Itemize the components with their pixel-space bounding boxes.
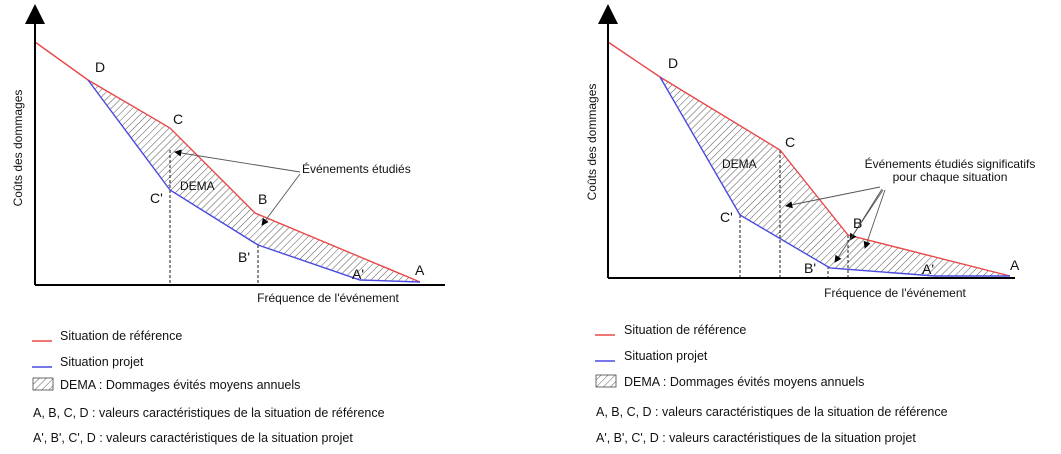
point-label: C: [785, 134, 795, 150]
point-label: D: [668, 55, 678, 71]
project-curve: [87, 79, 421, 283]
legend-note: A, B, C, D : valeurs caractéristiques de…: [33, 406, 385, 420]
x-axis-label: Fréquence de l'événement: [824, 286, 966, 300]
arrow: [261, 173, 301, 226]
point-label: B: [853, 215, 862, 231]
area-label: DEMA: [180, 179, 215, 193]
legend-label: DEMA : Dommages évités moyens annuels: [60, 378, 300, 392]
dema-area: [660, 77, 1010, 276]
project-curve: [659, 76, 1010, 277]
legend-note: A', B', C', D : valeurs caractéristiques…: [33, 431, 353, 445]
legend-label: Situation projet: [60, 355, 144, 369]
annotation: Événements étudiés significatifs: [865, 156, 1036, 171]
arrow: [174, 149, 301, 173]
x-axis-label: Fréquence de l'événement: [257, 291, 399, 305]
point-label: A: [1010, 257, 1020, 273]
legend-note: A', B', C', D : valeurs caractéristiques…: [596, 431, 916, 445]
legend-swatch: [32, 377, 54, 391]
panel-right: Coûts des dommages Fréquence de l'événem…: [585, 4, 1036, 445]
point-label: B': [804, 260, 816, 276]
point-label: C: [173, 111, 183, 127]
point-label: A': [352, 266, 364, 282]
point-label: A': [922, 261, 934, 277]
reference-curve: [607, 41, 1011, 277]
annotation: Événements étudiés: [302, 161, 411, 176]
point-label: A: [415, 262, 425, 278]
legend-swatch: [595, 374, 617, 388]
area-label: DEMA: [722, 157, 757, 171]
y-axis-label: Coûts des dommages: [585, 84, 599, 201]
arrow: [834, 189, 884, 263]
legend-label: Situation de référence: [60, 329, 182, 343]
point-label: C': [150, 190, 163, 206]
arrow: [863, 189, 886, 249]
legend-label: Situation projet: [624, 349, 708, 363]
reference-curve: [34, 41, 421, 283]
axes: [34, 10, 445, 286]
point-label: C': [720, 209, 733, 225]
legend-label: DEMA : Dommages évités moyens annuels: [624, 375, 864, 389]
point-label: B: [258, 191, 267, 207]
arrow: [785, 186, 881, 209]
legend-label: Situation de référence: [624, 323, 746, 337]
y-axis-label: Coûts des dommages: [11, 90, 25, 207]
point-label: D: [95, 59, 105, 75]
legend-note: A, B, C, D : valeurs caractéristiques de…: [596, 405, 948, 419]
annotation: pour chaque situation: [893, 170, 1008, 184]
panel-left: Coûts des dommages Fréquence de l'événem…: [11, 4, 445, 445]
point-label: B': [238, 249, 250, 265]
dema-area: [88, 80, 420, 282]
